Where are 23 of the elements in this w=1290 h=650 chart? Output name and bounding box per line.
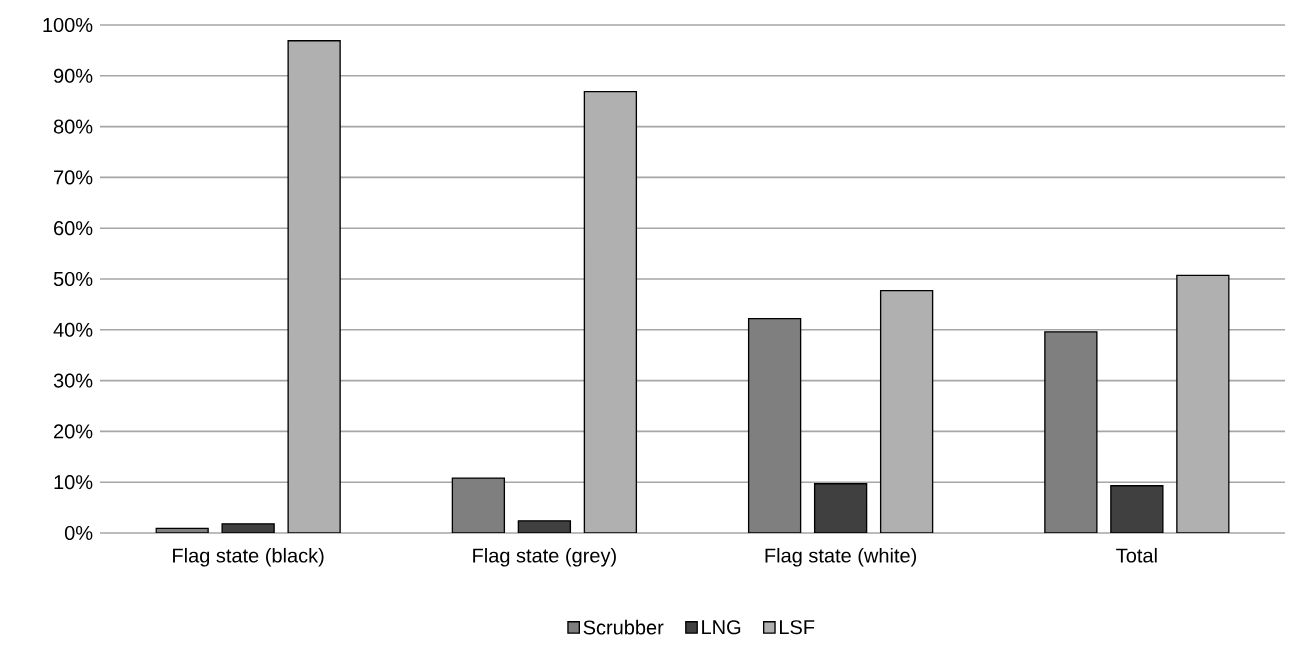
y-tick-label: 90% bbox=[53, 68, 93, 83]
legend-label: LSF bbox=[780, 620, 815, 635]
bar bbox=[813, 483, 868, 533]
x-tick-label: Total bbox=[1116, 547, 1157, 563]
y-tick-label: 20% bbox=[54, 424, 93, 439]
y-tick-label: 30% bbox=[53, 373, 93, 388]
y-tick-label: 70% bbox=[54, 170, 93, 185]
x-tick-label: Flag state (black) bbox=[173, 547, 324, 567]
y-tick-label: 100% bbox=[43, 17, 93, 33]
bar bbox=[747, 317, 802, 533]
bar bbox=[451, 477, 506, 533]
y-tick-label: 50% bbox=[53, 271, 93, 287]
legend-label: LNG bbox=[702, 620, 741, 635]
bar bbox=[1110, 485, 1164, 533]
x-tick-label: Flag state (grey) bbox=[473, 547, 616, 567]
bar bbox=[1044, 331, 1098, 533]
y-tick-label: 40% bbox=[53, 322, 93, 337]
y-tick-label: 10% bbox=[54, 475, 93, 490]
legend-label: Scrubber bbox=[583, 619, 664, 635]
y-tick-label: 80% bbox=[53, 119, 93, 134]
y-tick-label: 0% bbox=[64, 525, 93, 541]
y-tick-label: 60% bbox=[54, 221, 93, 236]
x-tick-label: Flag state (white) bbox=[765, 547, 917, 567]
